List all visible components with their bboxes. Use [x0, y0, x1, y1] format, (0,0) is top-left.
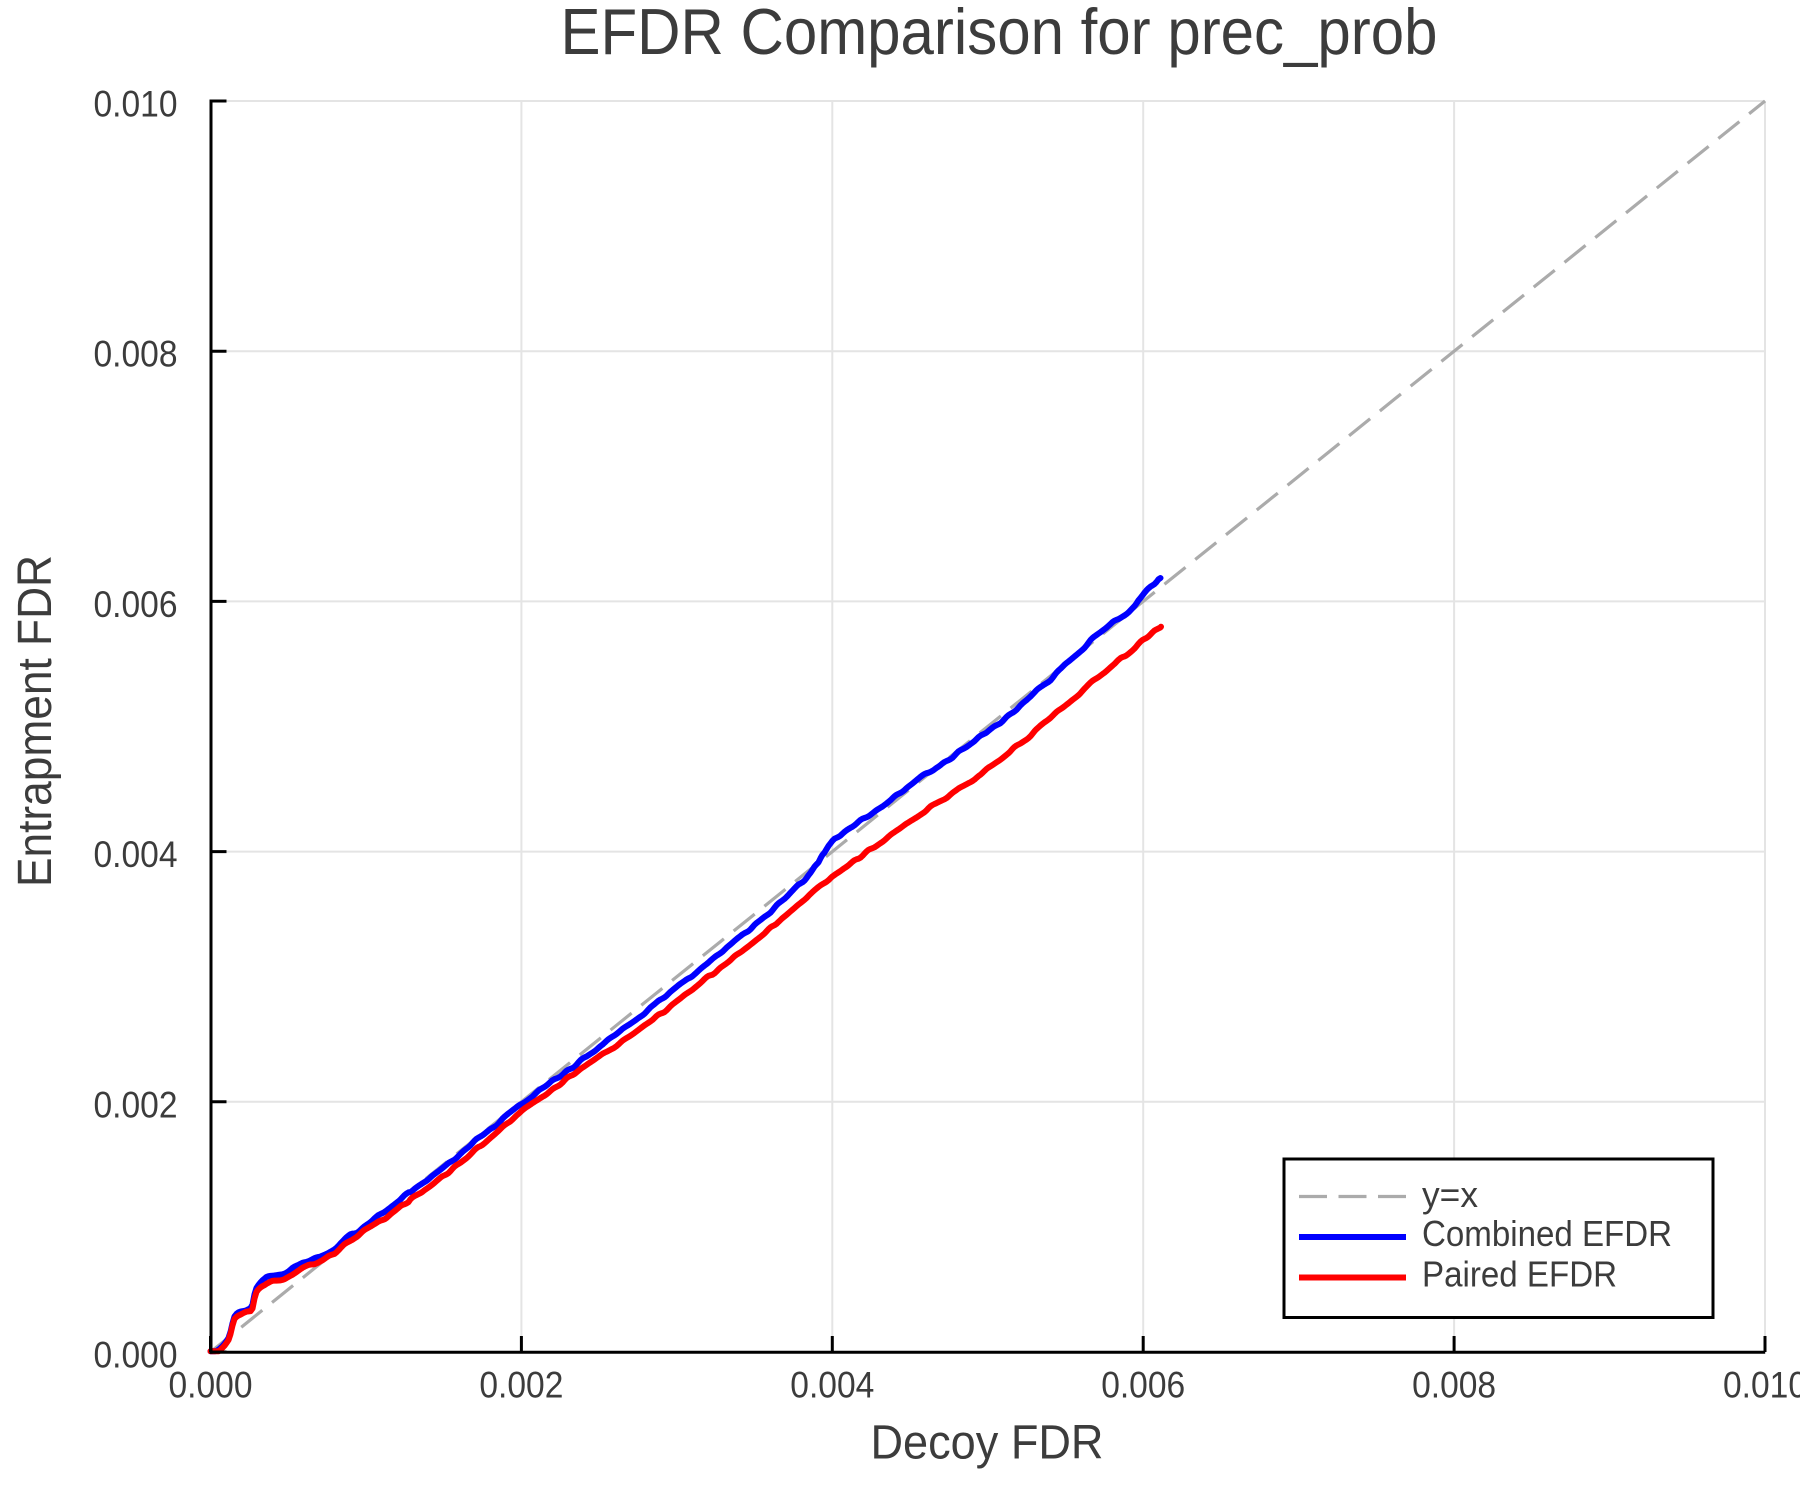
svg-text:y=x: y=x [1422, 1174, 1478, 1215]
svg-text:0.000: 0.000 [169, 1365, 253, 1406]
svg-text:0.008: 0.008 [94, 334, 178, 375]
svg-text:0.010: 0.010 [94, 84, 178, 125]
svg-text:Paired EFDR: Paired EFDR [1422, 1254, 1617, 1295]
svg-text:Combined EFDR: Combined EFDR [1422, 1213, 1672, 1254]
svg-text:0.002: 0.002 [479, 1365, 563, 1406]
svg-text:0.000: 0.000 [94, 1335, 178, 1376]
svg-text:0.004: 0.004 [790, 1365, 874, 1406]
svg-text:Entrapment FDR: Entrapment FDR [9, 555, 62, 887]
svg-text:0.006: 0.006 [94, 584, 178, 625]
svg-text:0.002: 0.002 [94, 1084, 178, 1125]
svg-text:Decoy FDR: Decoy FDR [871, 1417, 1104, 1470]
svg-text:0.006: 0.006 [1101, 1365, 1185, 1406]
svg-text:EFDR Comparison for prec_prob: EFDR Comparison for prec_prob [561, 0, 1438, 68]
svg-text:0.008: 0.008 [1412, 1365, 1496, 1406]
svg-text:0.004: 0.004 [94, 834, 178, 875]
svg-text:0.010: 0.010 [1723, 1365, 1800, 1406]
